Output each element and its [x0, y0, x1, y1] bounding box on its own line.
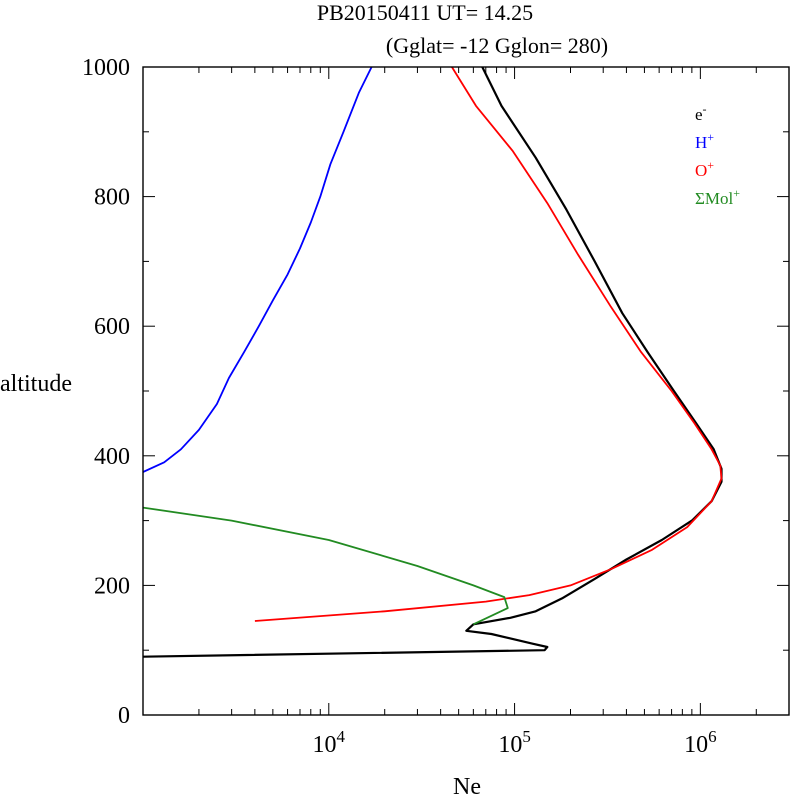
y-tick-label: 200	[94, 573, 130, 599]
x-tick-label: 104	[313, 727, 346, 758]
y-tick-label: 0	[118, 703, 130, 729]
x-tick-label-exp: 4	[337, 727, 346, 746]
legend-entry-sup: -	[703, 102, 707, 116]
x-axis-label: Ne	[453, 774, 481, 796]
series-line-2	[254, 67, 723, 622]
legend-entry-name: H	[695, 133, 707, 152]
x-tick-label-exp: 6	[708, 727, 717, 746]
series-layer	[143, 67, 723, 658]
y-axis-label: altitude	[0, 371, 72, 397]
x-tick-label-base: 10	[684, 732, 708, 758]
series-line-3	[143, 506, 509, 626]
x-tick-label-base: 10	[498, 732, 522, 758]
legend-entry-name: e	[695, 105, 703, 124]
legend: e-H+O+ΣMol+	[695, 102, 740, 208]
legend-entry-2: O+	[695, 158, 714, 180]
legend-entry-sup: +	[733, 186, 740, 200]
legend-entry-sup: +	[707, 158, 714, 172]
x-tick-label: 106	[684, 727, 717, 758]
legend-entry-3: ΣMol+	[695, 186, 740, 208]
legend-entry-name: ΣMol	[695, 189, 734, 208]
legend-entry-0: e-	[695, 102, 707, 124]
chart-title: PB20150411 UT= 14.25	[317, 0, 533, 25]
series-line-1	[143, 67, 373, 473]
chart-subtitle: (Gglat= -12 Gglon= 280)	[386, 33, 608, 58]
x-tick-label: 105	[498, 727, 531, 758]
legend-entry-1: H+	[695, 130, 714, 152]
x-tick-label-base: 10	[313, 732, 337, 758]
series-line-0	[143, 67, 723, 658]
legend-entry-sup: +	[707, 130, 714, 144]
plot-frame	[142, 66, 790, 716]
y-tick-label: 400	[94, 444, 130, 470]
y-tick-label: 1000	[82, 55, 130, 81]
y-tick-label: 800	[94, 185, 130, 211]
legend-entry-name: O	[695, 161, 707, 180]
x-tick-label-exp: 5	[522, 727, 531, 746]
y-tick-label: 600	[94, 314, 130, 340]
